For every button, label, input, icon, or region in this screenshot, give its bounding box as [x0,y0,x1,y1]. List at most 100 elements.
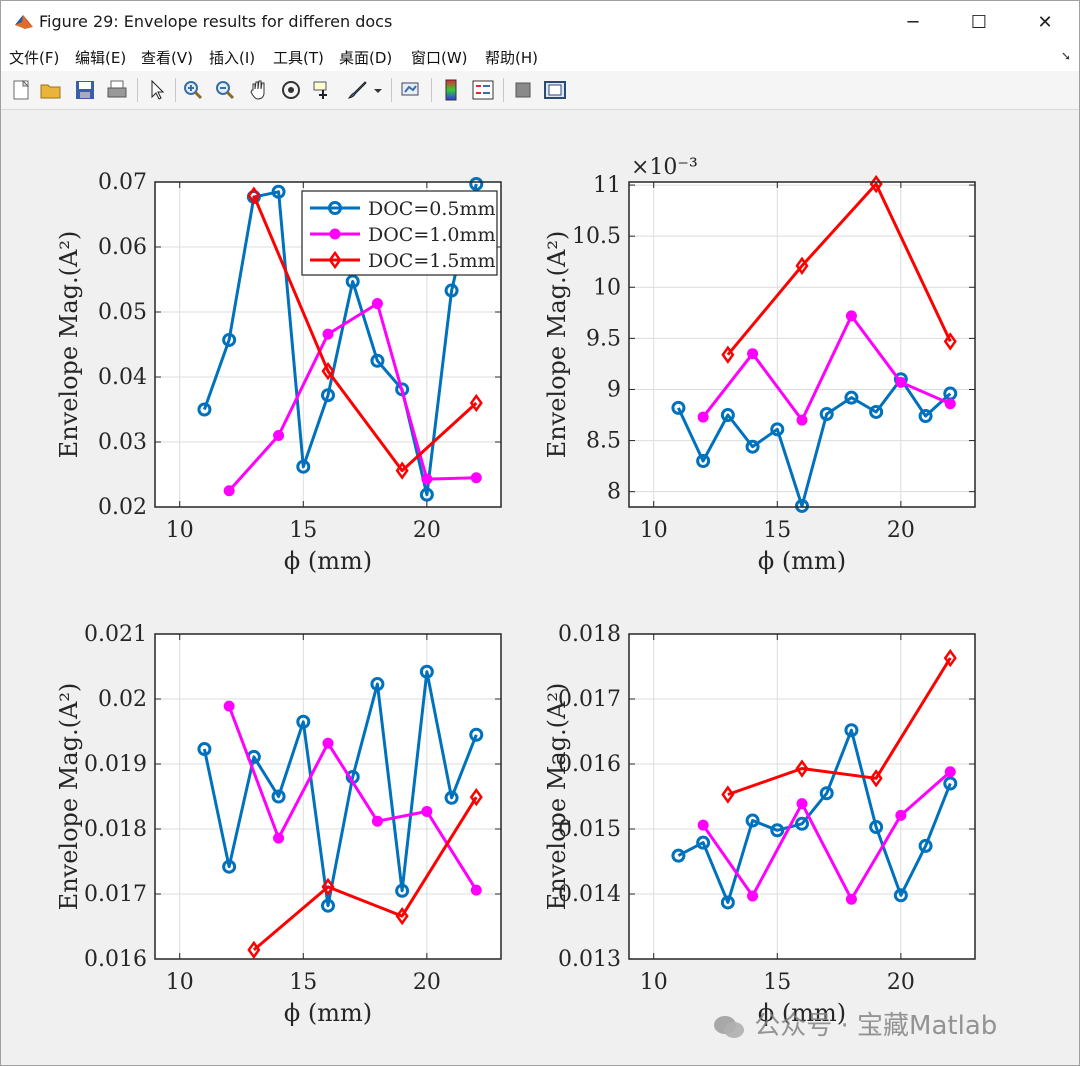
series-line-doc15 [252,195,478,473]
data-point [273,832,285,844]
x-tick-label: 20 [887,518,915,543]
data-point [370,353,385,368]
zoom-out-icon[interactable] [213,78,237,102]
figure-canvas: 10 15 20 0.02 0.03 0.04 0.05 0.06 0.07 ϕ (mm) Enve… [55,155,976,1027]
subplot-1: 10 15 20 0.02 0.03 0.04 0.05 0.06 0.07 ϕ (mm) Enve… [55,170,502,575]
data-point [721,345,735,364]
data-point [893,888,908,903]
y-axis-label: Envelope Mag.(A²) [543,683,571,911]
subplot-4: 10 15 20 0.013 0.014 0.015 0.016 0.017 0.018 ϕ (m… [543,622,976,1027]
save-icon[interactable] [73,78,97,102]
data-point [845,893,857,905]
legend: DOC=0.5mm DOC=1.0mm DOC=1.5mm [301,190,498,276]
data-point [770,823,785,838]
series-line-doc05 [202,670,478,908]
new-figure-icon[interactable] [9,78,33,102]
y-tick-label: 0.06 [98,235,147,260]
data-point [470,884,482,896]
data-point [869,404,884,419]
data-point [944,398,956,410]
axes-frame [154,633,502,960]
show-plot-tools-icon[interactable] [543,78,567,102]
data-point [696,454,711,469]
y-tick-label: 8.5 [586,429,621,454]
data-point [247,940,261,960]
data-point [395,883,410,898]
data-point [796,414,808,426]
hide-plot-tools-icon[interactable] [511,78,535,102]
data-point [747,890,759,902]
data-point [223,485,235,497]
link-plot-icon[interactable] [399,78,423,102]
data-cursor-icon[interactable] [311,78,335,102]
data-point [421,805,433,817]
axes-frame [628,181,976,508]
data-point [720,895,735,910]
minimize-button[interactable]: ─ [907,11,919,33]
menu-view[interactable]: 查看(V) [141,49,193,67]
edit-plot-arrow-icon[interactable] [145,78,169,102]
close-button[interactable]: ✕ [1037,11,1053,33]
data-point [671,848,686,863]
toolbar-separator [391,78,392,102]
y-tick-label: 0.018 [558,622,621,647]
pan-hand-icon[interactable] [247,78,271,102]
menu-help[interactable]: 帮助(H) [485,49,538,67]
toolbar-separator [175,78,176,102]
data-point [918,838,933,853]
menu-window[interactable]: 窗口(W) [411,49,468,67]
data-point [918,409,933,424]
brush-icon[interactable] [345,78,369,102]
data-point [296,459,311,474]
x-tick-label: 10 [166,518,194,543]
open-file-icon[interactable] [39,78,63,102]
menu-file[interactable]: 文件(F) [9,49,60,67]
data-point [721,785,735,804]
data-point [795,759,809,778]
rotate-3d-icon[interactable] [279,78,303,102]
data-point [697,411,709,423]
matlab-logo-icon [15,15,33,29]
toolbar [1,71,1079,110]
brush-dropdown-icon[interactable] [371,78,385,102]
data-point [770,422,785,437]
data-point [328,201,342,215]
menu-edit[interactable]: 编辑(E) [75,49,127,67]
menu-insert[interactable]: 插入(I) [209,49,256,67]
y-tick-label: 0.016 [558,752,621,777]
data-point [844,390,859,405]
y-tick-label: 0.07 [98,170,147,195]
menu-tools[interactable]: 工具(T) [273,49,324,67]
data-point [869,820,884,835]
x-tick-label: 10 [640,518,668,543]
watermark-text: 公众号 · 宝藏Matlab [754,1011,998,1041]
data-point [844,723,859,738]
series-line-doc15 [252,796,478,952]
data-point [371,298,383,310]
y-tick-label: 0.05 [98,300,147,325]
x-tick-label: 10 [640,970,668,995]
series-line-doc15 [726,182,952,356]
data-point [223,700,235,712]
data-point [197,402,212,417]
toolbar-separator [431,78,432,102]
y-tick-label: 9.5 [586,326,621,351]
y-tick-label: 0.017 [558,687,621,712]
data-point [697,819,709,831]
data-point [943,332,957,351]
zoom-in-icon[interactable] [181,78,205,102]
data-point [321,361,335,381]
data-point [796,798,808,810]
y-tick-label: 0.02 [98,495,147,520]
y-axis-exponent: ×10⁻³ [631,155,698,180]
menu-desktop[interactable]: 桌面(D) [339,49,393,67]
print-icon[interactable] [105,78,129,102]
data-point [943,648,957,668]
data-point [329,228,341,240]
y-tick-label: 0.014 [558,882,621,907]
legend-icon[interactable] [471,78,495,102]
maximize-button[interactable]: ☐ [970,11,988,33]
dock-arrow-icon[interactable]: ➘ [1060,49,1071,63]
colorbar-icon[interactable] [439,78,463,102]
series-line-doc10 [227,302,477,492]
